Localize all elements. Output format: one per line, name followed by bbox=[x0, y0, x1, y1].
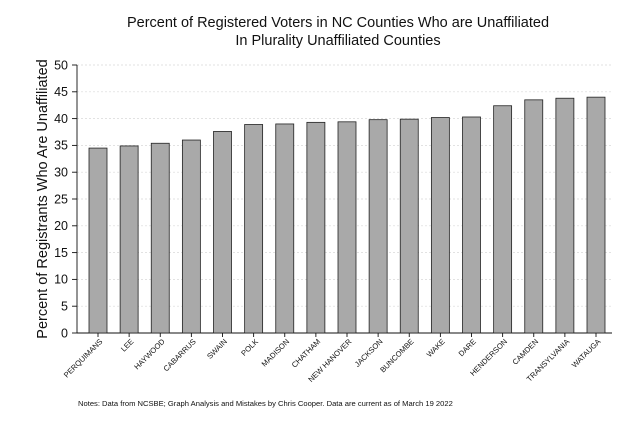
bar-madison bbox=[275, 123, 295, 334]
bar-cabarrus bbox=[181, 139, 201, 334]
y-tick-label: 15 bbox=[54, 246, 68, 260]
chart-title: Percent of Registered Voters in NC Count… bbox=[127, 15, 549, 31]
bar-transylvania bbox=[555, 97, 575, 334]
bar-dare bbox=[462, 116, 481, 334]
x-tick-label: CAMDEN bbox=[511, 337, 541, 367]
bar-jackson bbox=[368, 119, 388, 334]
x-tick-label: JACKSON bbox=[353, 337, 385, 369]
bar-perquimans bbox=[88, 147, 108, 334]
y-axis-label: Percent of Registrants Who Are Unaffilia… bbox=[35, 59, 51, 338]
bar-polk bbox=[244, 124, 264, 334]
y-tick-label: 50 bbox=[54, 58, 68, 72]
y-tick-label: 45 bbox=[54, 85, 68, 99]
bar-new-hanover bbox=[337, 121, 357, 334]
y-tick-label: 40 bbox=[54, 112, 68, 126]
x-tick-label: DARE bbox=[457, 337, 478, 358]
bar-watauga bbox=[586, 96, 606, 334]
y-tick-label: 10 bbox=[54, 273, 68, 287]
x-tick-label: WAKE bbox=[425, 337, 447, 359]
bar-camden bbox=[524, 99, 544, 334]
x-tick-label: WATAUGA bbox=[570, 336, 603, 369]
bar-henderson bbox=[493, 105, 513, 334]
bar-lee bbox=[119, 145, 139, 334]
bars bbox=[88, 96, 606, 334]
y-axis-ticks: 0 5 10 15 20 25 30 35 40 45 50 bbox=[54, 58, 77, 340]
y-tick-label: 0 bbox=[61, 326, 68, 340]
x-tick-label: LEE bbox=[119, 337, 136, 354]
x-tick-label: CABARRUS bbox=[162, 337, 198, 373]
bar-wake bbox=[430, 117, 450, 334]
x-tick-label: CHATHAM bbox=[290, 337, 323, 370]
y-tick-label: 5 bbox=[61, 300, 68, 314]
y-tick-label: 35 bbox=[54, 139, 68, 153]
bar-swain bbox=[213, 131, 232, 334]
chart-notes: Notes: Data from NCSBE; Graph Analysis a… bbox=[78, 399, 453, 408]
bar-chatham bbox=[306, 121, 326, 334]
x-tick-label: POLK bbox=[239, 337, 260, 358]
x-tick-label: SWAIN bbox=[205, 337, 229, 361]
bar-buncombe bbox=[399, 118, 419, 334]
bar-haywood bbox=[150, 142, 170, 334]
x-tick-label: BUNCOMBE bbox=[378, 337, 415, 374]
x-tick-label: MADISON bbox=[260, 337, 291, 368]
y-tick-label: 20 bbox=[54, 219, 68, 233]
y-tick-label: 30 bbox=[54, 166, 68, 180]
y-tick-label: 25 bbox=[54, 192, 68, 206]
chart-subtitle: In Plurality Unaffiliated Counties bbox=[235, 33, 440, 49]
x-tick-label: PERQUIMANS bbox=[62, 337, 104, 379]
